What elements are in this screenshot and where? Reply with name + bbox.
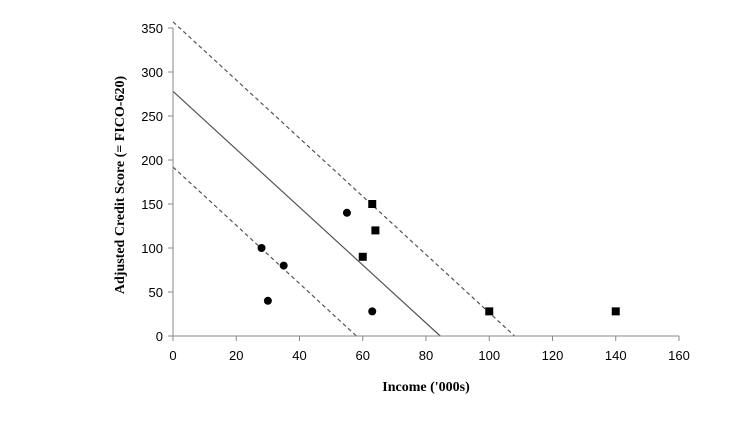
x-tick-label: 100 bbox=[478, 348, 500, 363]
x-tick-label: 120 bbox=[542, 348, 564, 363]
y-tick-label: 350 bbox=[141, 21, 163, 36]
y-tick-label: 150 bbox=[141, 197, 163, 212]
square-point bbox=[485, 307, 494, 316]
reference-lines bbox=[172, 21, 515, 337]
x-tick-label: 80 bbox=[419, 348, 433, 363]
circle-point bbox=[279, 261, 288, 270]
y-tick-label: 200 bbox=[141, 153, 163, 168]
x-tick-label: 60 bbox=[356, 348, 370, 363]
square-point bbox=[368, 200, 377, 208]
y-axis: 0 50 100 150 200 250 300 350 bbox=[141, 21, 174, 344]
y-tick-label: 300 bbox=[141, 65, 163, 80]
circle-point bbox=[257, 244, 266, 252]
x-tick-label: 20 bbox=[229, 348, 243, 363]
square-point bbox=[611, 307, 620, 316]
solid-decision-line bbox=[172, 90, 441, 337]
y-tick-label: 50 bbox=[149, 285, 163, 300]
square-point bbox=[371, 226, 380, 235]
x-tick-label: 40 bbox=[292, 348, 306, 363]
x-tick-label: 140 bbox=[605, 348, 627, 363]
x-axis: 0 20 40 60 80 100 120 140 160 bbox=[169, 335, 690, 363]
circle-point bbox=[263, 296, 272, 305]
y-axis-title: Adjusted Credit Score (= FICO-620) bbox=[113, 76, 128, 295]
dashed-boundary-line bbox=[172, 21, 515, 337]
circle-point bbox=[342, 208, 351, 217]
dashed-boundary-line bbox=[172, 166, 357, 337]
x-axis-title: Income ('000s) bbox=[382, 380, 470, 395]
y-tick-label: 100 bbox=[141, 241, 163, 256]
circle-point bbox=[368, 307, 377, 316]
x-tick-label: 160 bbox=[668, 348, 690, 363]
square-point bbox=[358, 252, 367, 261]
data-points bbox=[257, 200, 620, 316]
y-tick-label: 0 bbox=[156, 329, 163, 344]
y-tick-label: 250 bbox=[141, 109, 163, 124]
x-tick-label: 0 bbox=[169, 348, 176, 363]
